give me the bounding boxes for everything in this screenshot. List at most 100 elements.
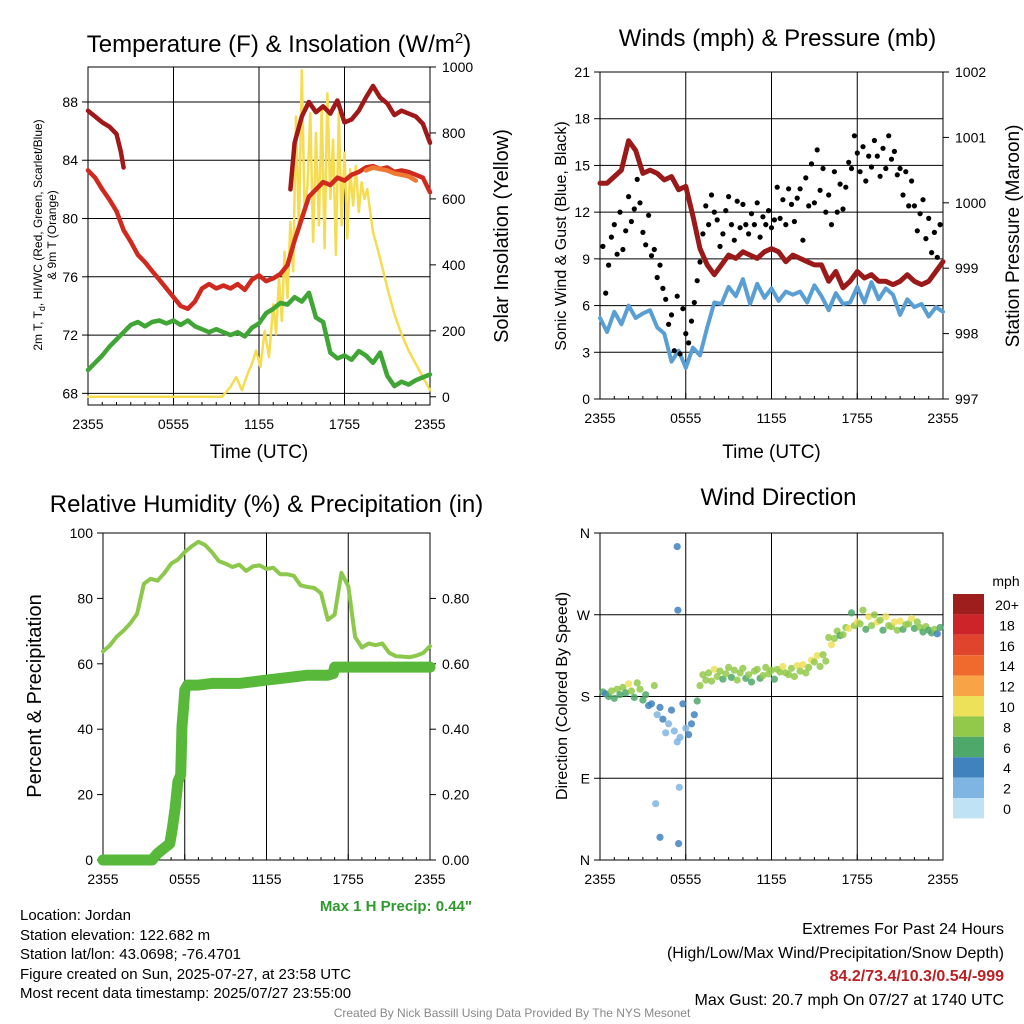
wdir-point <box>890 618 899 626</box>
wdir-legend-title: mph <box>992 573 1019 589</box>
wdir-point <box>616 691 624 699</box>
wind-gust-point <box>840 206 846 212</box>
wdir-point <box>610 694 618 702</box>
rh-plot-area <box>102 532 431 861</box>
wdir-point <box>653 711 661 719</box>
wind-gust-point <box>871 137 878 144</box>
wdir-point <box>662 729 670 737</box>
wind-gust-point <box>766 208 772 214</box>
wind-y2tick-label: 998 <box>955 326 979 342</box>
wind-gust-point <box>820 165 826 172</box>
wdir-ytick-label: S <box>581 689 590 705</box>
wind-gust-point <box>697 259 703 265</box>
wdir-legend-swatch <box>953 614 984 635</box>
wdir-point <box>667 706 676 714</box>
wind-gust-point <box>717 243 723 249</box>
wind-ytick-label: 18 <box>574 111 590 127</box>
wind-gust-point <box>917 211 923 217</box>
wind-gust-point <box>886 133 892 139</box>
wind-gust-point <box>771 217 778 223</box>
wind-gust-point <box>737 225 743 231</box>
wind-gust-point <box>891 148 898 154</box>
wind-xlabel: Time (UTC) <box>722 442 821 463</box>
credit-line: Created By Nick Bassill Using Data Provi… <box>333 1006 691 1020</box>
wdir-point <box>819 651 827 659</box>
wind-gust-point <box>906 203 912 209</box>
wdir-point <box>810 658 819 666</box>
wdir-point <box>622 689 630 697</box>
wind-gust-point <box>614 251 620 257</box>
wdir-point <box>656 833 664 841</box>
figure-created: Figure created on Sun, 2025-07-27, at 23… <box>20 965 352 983</box>
wdir-legend-label: 8 <box>1003 719 1011 735</box>
wind-gust-point <box>660 285 666 291</box>
temp-xtick-label: 1755 <box>329 416 360 432</box>
wind-gust-point <box>894 172 900 178</box>
wind-gust-point <box>726 194 732 200</box>
rh-title: Relative Humidity (%) & Precipitation (i… <box>50 491 483 518</box>
wind-gust-point <box>843 184 849 190</box>
wind-y2tick-label: 1001 <box>955 129 986 145</box>
temp-y2tick-label: 1000 <box>442 59 473 75</box>
wdir-point <box>759 672 767 680</box>
wind-xtick-label: 0555 <box>670 410 701 426</box>
wind-gust-point <box>706 222 712 228</box>
wind-gust-point <box>611 222 617 228</box>
wdir-point <box>876 616 884 624</box>
wdir-point <box>650 682 658 690</box>
station-location: Location: Jordan <box>20 907 131 924</box>
wdir-point <box>675 840 683 848</box>
station-elevation: Station elevation: 122.682 m <box>20 926 211 944</box>
wdir-point <box>879 626 887 634</box>
wind-plot-area <box>599 71 944 400</box>
temp-series-heat-index <box>288 83 433 192</box>
wind-gust-point <box>823 209 829 215</box>
wdir-point <box>730 666 738 674</box>
wind-gust-point <box>680 306 686 312</box>
wdir-legend-label: 20+ <box>995 597 1019 613</box>
wind-gust-point <box>794 195 800 201</box>
wind-gust-point <box>854 150 860 156</box>
wdir-point <box>727 673 736 682</box>
max-gust: Max Gust: 20.7 mph On 07/27 at 1740 UTC <box>694 991 1005 1009</box>
temp-xtick-label: 2355 <box>72 416 103 432</box>
wdir-xtick-label: 2355 <box>927 871 958 887</box>
wdir-point <box>710 665 718 673</box>
wind-gust-point <box>846 159 852 165</box>
wdir-legend-swatch <box>953 696 984 717</box>
wind-gust-point <box>880 145 886 151</box>
wind-gust-point <box>783 222 789 228</box>
wind-gust-points <box>600 133 943 357</box>
wdir-point <box>619 683 627 692</box>
wind-gust-point <box>708 192 715 198</box>
temp-series-temp-9m <box>363 165 419 183</box>
wind-gust-point <box>623 228 629 234</box>
wind-gust-point <box>617 209 623 215</box>
wind-gust-point <box>920 197 926 203</box>
rh-y2tick-label: 0.80 <box>442 590 469 606</box>
wdir-point <box>753 665 761 673</box>
wind-gust-point <box>897 165 903 172</box>
wdir-point <box>699 671 707 679</box>
wdir-legend-label: 18 <box>999 617 1015 633</box>
wind-gust-point <box>786 186 792 192</box>
wind-gust-point <box>620 246 626 253</box>
wind-gust-point <box>851 133 858 139</box>
wind-ytick-label: 0 <box>582 391 590 407</box>
wind-title: Winds (mph) & Pressure (mb) <box>619 25 936 52</box>
wind-gust-point <box>686 340 692 346</box>
wind-xtick-label: 2355 <box>584 410 615 426</box>
wdir-point <box>607 687 616 695</box>
wdir-ytick-label: N <box>580 852 590 868</box>
wind-gust-point <box>837 181 843 187</box>
wind-gust-point <box>914 228 920 234</box>
wind-gust-point <box>800 237 806 243</box>
temp-ytick-label: 80 <box>62 211 78 227</box>
wdir-points <box>599 543 944 848</box>
rh-y2tick-label: 0.40 <box>442 721 469 737</box>
wind-gust-point <box>903 169 909 175</box>
temp-y2tick-label: 400 <box>442 257 466 273</box>
wdir-point <box>816 662 824 671</box>
wdir-legend-label: 2 <box>1003 781 1011 797</box>
temp-ytick-label: 72 <box>62 327 78 343</box>
